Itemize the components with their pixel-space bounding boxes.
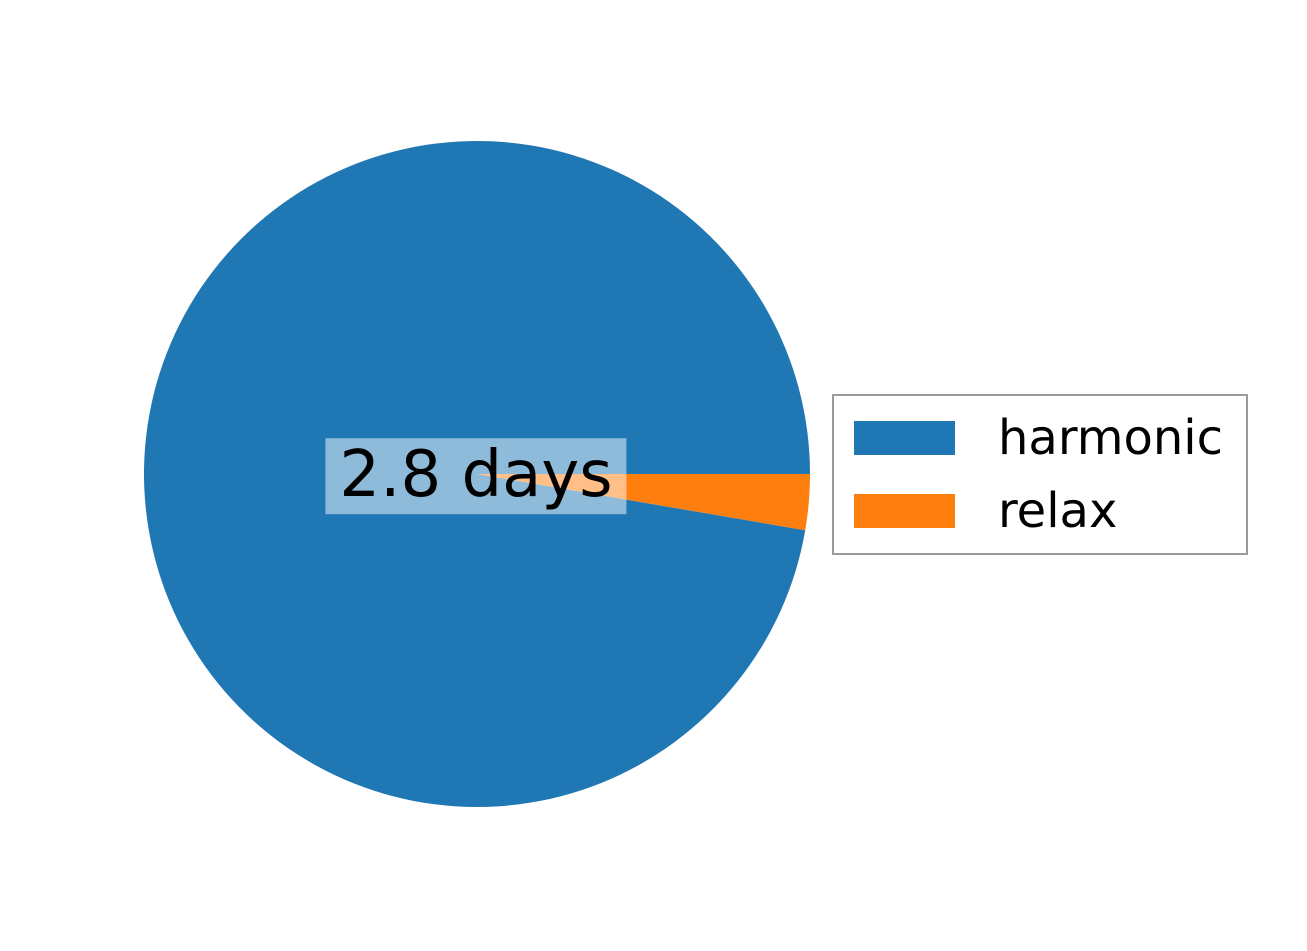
legend-swatch-harmonic	[854, 421, 955, 456]
legend-label-relax: relax	[998, 482, 1118, 539]
legend-item-harmonic: harmonic	[854, 410, 1226, 467]
legend-item-relax: relax	[854, 482, 1226, 539]
legend-swatch-relax	[854, 493, 955, 528]
legend: harmonic relax	[832, 394, 1248, 555]
pie-center-label: 2.8 days	[325, 438, 627, 514]
legend-label-harmonic: harmonic	[998, 410, 1223, 467]
